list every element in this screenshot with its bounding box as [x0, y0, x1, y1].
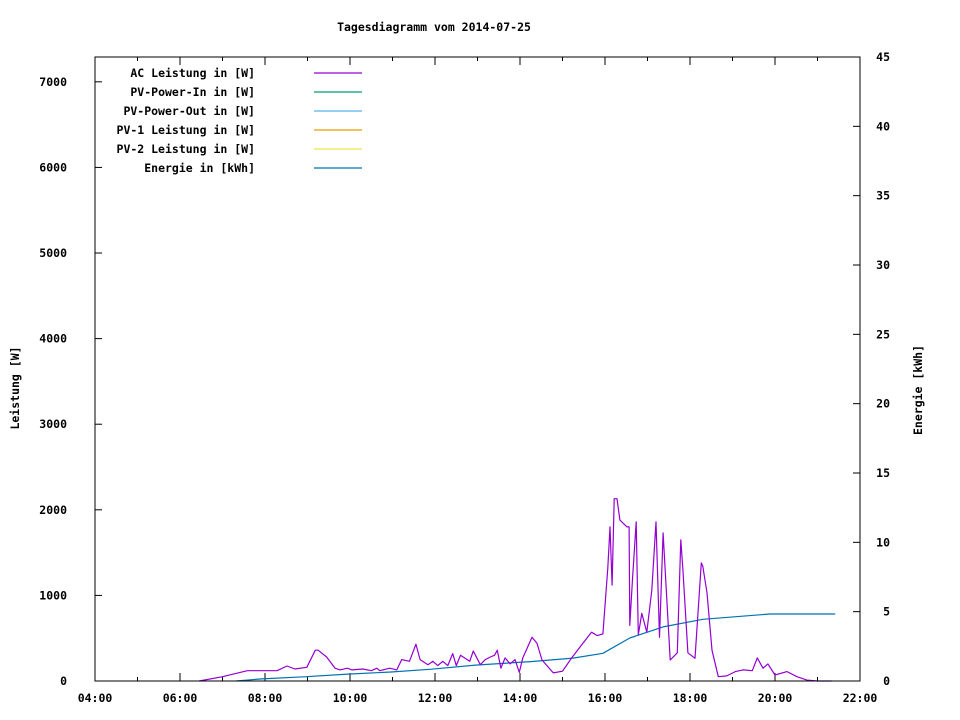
y2-tick-label: 15 — [876, 466, 890, 480]
y2-tick-label: 0 — [883, 674, 890, 688]
y2-tick-label: 5 — [883, 605, 890, 619]
y2-tick-label: 45 — [876, 50, 890, 64]
x-tick-label: 12:00 — [418, 691, 453, 705]
legend-label: PV-2 Leistung in [W] — [117, 142, 255, 156]
plot-border — [94, 56, 861, 682]
y-tick-label: 0 — [60, 674, 67, 688]
x-tick-label: 20:00 — [758, 691, 793, 705]
legend: AC Leistung in [W] PV-Power-In in [W] PV-P… — [117, 66, 362, 175]
y-axis-label: Leistung [W] — [8, 346, 22, 429]
y-tick-label: 5000 — [39, 246, 67, 260]
legend-label: PV-Power-In in [W] — [130, 85, 255, 99]
axis-ticks: 04:00 06:00 08:00 10:00 12:00 14:00 16:00 18:00… — [39, 50, 890, 705]
legend-label: Energie in [kWh] — [144, 161, 255, 175]
x-tick-label: 14:00 — [503, 691, 538, 705]
y-tick-label: 4000 — [39, 332, 67, 346]
y2-tick-label: 10 — [876, 535, 890, 549]
x-tick-label: 22:00 — [843, 691, 878, 705]
series-line-energie-in-kwh — [235, 613, 836, 682]
y-tick-label: 6000 — [39, 160, 67, 174]
legend-label: PV-Power-Out in [W] — [123, 104, 255, 118]
y2-axis-label: Energie [kWh] — [911, 345, 925, 435]
chart-title: Tagesdiagramm vom 2014-07-25 — [337, 20, 531, 34]
y2-tick-label: 30 — [876, 258, 890, 272]
series-line-ac-leistung-in-w — [198, 498, 832, 682]
y-tick-label: 3000 — [39, 417, 67, 431]
y-tick-label: 7000 — [39, 75, 67, 89]
y2-tick-label: 35 — [876, 189, 890, 203]
y2-tick-label: 20 — [876, 397, 890, 411]
x-tick-label: 06:00 — [163, 691, 198, 705]
y-tick-label: 1000 — [39, 588, 67, 602]
x-tick-label: 16:00 — [588, 691, 623, 705]
x-tick-label: 10:00 — [333, 691, 368, 705]
x-tick-label: 08:00 — [248, 691, 283, 705]
y2-tick-label: 25 — [876, 327, 890, 341]
x-tick-label: 18:00 — [673, 691, 708, 705]
series-lines — [198, 498, 836, 682]
legend-label: PV-1 Leistung in [W] — [117, 123, 255, 137]
y2-tick-label: 40 — [876, 119, 890, 133]
x-tick-label: 04:00 — [78, 691, 113, 705]
y-tick-label: 2000 — [39, 503, 67, 517]
legend-label: AC Leistung in [W] — [130, 66, 255, 80]
